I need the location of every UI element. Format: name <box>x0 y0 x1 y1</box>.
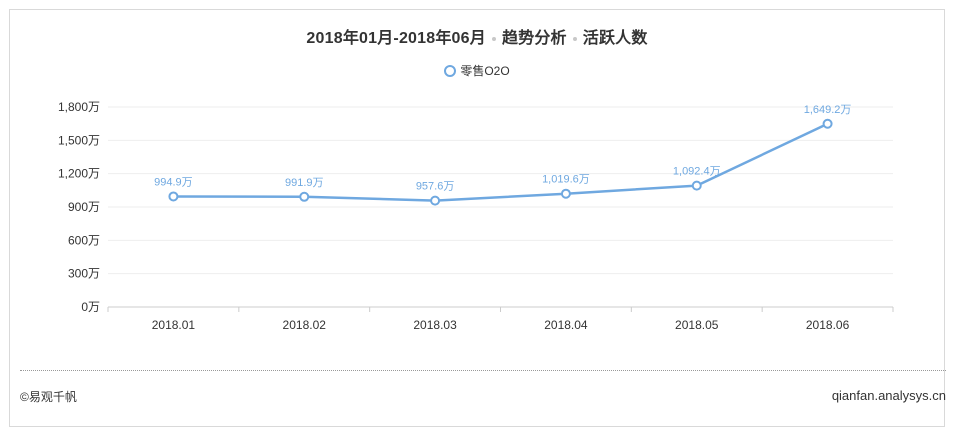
data-point[interactable] <box>691 180 702 191</box>
data-label: 1,092.4万 <box>673 166 721 178</box>
grid-lines <box>108 106 893 275</box>
y-tick-label: 1,800万 <box>58 100 100 114</box>
copyright-text: ©易观千帆 <box>20 390 77 404</box>
data-labels: 994.9万 991.9万 957.6万 1,019.6万 1,092.4万 1,649.… <box>154 104 851 193</box>
chart-legend[interactable]: 零售O2O <box>10 62 944 79</box>
data-point[interactable] <box>560 188 571 199</box>
data-label: 1,649.2万 <box>804 104 852 116</box>
y-tick-label: 1,500万 <box>58 133 100 147</box>
series-line-path <box>173 122 829 202</box>
x-tick-label: 2018.02 <box>283 318 327 332</box>
y-tick-label: 0万 <box>81 300 100 314</box>
y-tick-label: 600万 <box>68 233 100 247</box>
chart-title: 2018年01月-2018年06月 趋势分析 活跃人数 <box>10 24 944 48</box>
data-point[interactable] <box>168 191 179 202</box>
data-point[interactable] <box>430 195 441 206</box>
x-tick-label: 2018.06 <box>806 318 850 332</box>
title-analysis: 趋势分析 <box>501 30 567 47</box>
x-tick-label: 2018.05 <box>675 318 719 332</box>
data-label: 957.6万 <box>416 181 455 193</box>
y-tick-label: 900万 <box>68 200 100 214</box>
data-label: 991.9万 <box>285 177 324 189</box>
data-label: 994.9万 <box>154 176 193 188</box>
data-point[interactable] <box>299 191 310 202</box>
data-label: 1,019.6万 <box>542 174 590 186</box>
data-point[interactable] <box>822 118 833 129</box>
title-separator-dot <box>491 36 496 41</box>
title-period: 2018年01月-2018年06月 <box>306 30 486 47</box>
x-tick-label: 2018.04 <box>544 318 588 332</box>
data-points <box>168 118 833 206</box>
y-tick-label: 1,200万 <box>58 167 100 181</box>
legend-marker-icon <box>444 65 457 77</box>
footer-divider <box>20 370 946 371</box>
y-tick-label: 300万 <box>68 267 100 281</box>
x-tick-label: 2018.03 <box>413 318 457 332</box>
title-separator-dot <box>572 36 577 41</box>
chart-card: 2018年01月-2018年06月 趋势分析 活跃人数 零售O2O <box>9 9 945 427</box>
series-line <box>173 122 829 202</box>
legend-label: 零售O2O <box>460 64 510 78</box>
x-tick-label: 2018.01 <box>152 318 196 332</box>
title-metric: 活跃人数 <box>582 30 648 47</box>
axes: 0万 300万 600万 900万 1,200万 1,500万 1,800万 2018.01 2… <box>58 100 894 332</box>
site-url[interactable]: qianfan.analysys.cn <box>831 388 946 403</box>
